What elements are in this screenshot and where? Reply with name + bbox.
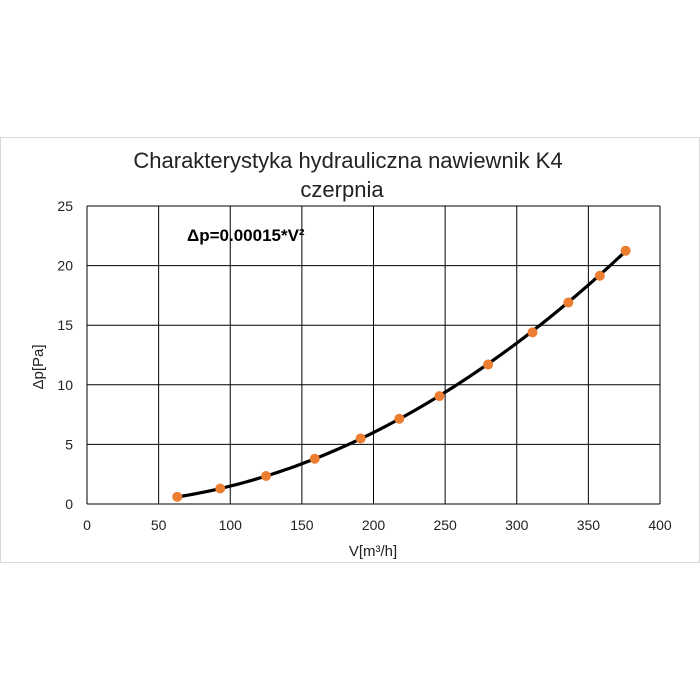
data-point (594, 270, 605, 281)
x-tick-label: 50 (151, 517, 167, 533)
x-tick-label: 150 (290, 517, 314, 533)
x-tick-label: 300 (505, 517, 529, 533)
chart-frame: Charakterystyka hydrauliczna nawiewnik K… (0, 137, 700, 563)
x-tick-label: 400 (648, 517, 672, 533)
tick-label-layer: 0 50 100 150 200 250 300 350 400 0 5 10 15 20 25 (57, 198, 671, 533)
chart-title-line-2: czerpnia (300, 177, 384, 202)
data-point (394, 413, 405, 424)
y-tick-label: 5 (65, 436, 73, 452)
data-point (483, 359, 494, 370)
data-point (434, 391, 445, 402)
data-point (620, 245, 631, 256)
data-point (261, 470, 272, 481)
grid-layer (86, 205, 661, 505)
y-tick-label: 25 (57, 198, 73, 214)
data-point (309, 453, 320, 464)
x-tick-label: 200 (362, 517, 386, 533)
x-axis-label: V[m³/h] (349, 543, 397, 560)
x-tick-label: 100 (219, 517, 243, 533)
data-point (355, 433, 366, 444)
y-tick-label: 10 (57, 377, 73, 393)
y-tick-label: 20 (57, 258, 73, 274)
data-point (563, 297, 574, 308)
y-tick-label: 0 (65, 496, 73, 512)
trendline (176, 250, 627, 499)
x-tick-label: 0 (83, 517, 91, 533)
y-tick-label: 15 (57, 317, 73, 333)
data-point (215, 483, 226, 494)
x-tick-label: 350 (577, 517, 601, 533)
equation-annotation: Δp=0.00015*V² (187, 226, 305, 245)
data-point-layer (172, 245, 631, 502)
chart-title-line-1: Charakterystyka hydrauliczna nawiewnik K… (133, 148, 562, 173)
y-axis-label: Δp[Pa] (30, 344, 47, 389)
data-point (172, 491, 183, 502)
x-tick-label: 250 (433, 517, 457, 533)
data-point (527, 327, 538, 338)
chart-svg: Charakterystyka hydrauliczna nawiewnik K… (30, 148, 672, 560)
